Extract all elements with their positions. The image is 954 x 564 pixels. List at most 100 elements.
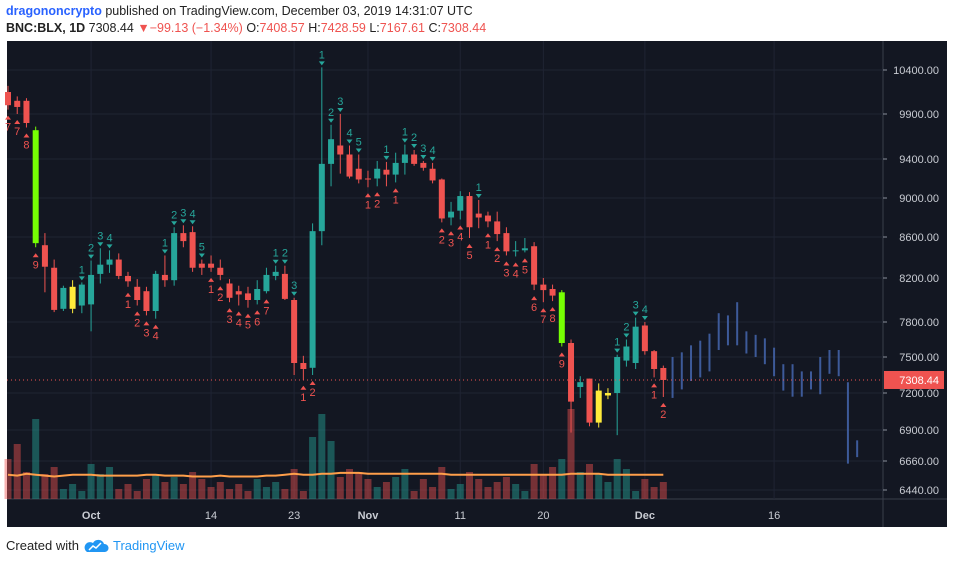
volume-bar [549,467,557,499]
td-count-label: 2 [374,198,380,210]
y-tick-label: 8200.00 [899,273,939,285]
author-link[interactable]: dragononcrypto [6,4,102,18]
volume-bar [235,484,243,499]
volume-bar [475,479,483,499]
td-count-label: 4 [513,268,519,280]
candle-body [5,92,11,106]
td-count-label: 3 [633,300,639,312]
volume-bar [336,477,344,499]
candle-body [586,378,593,423]
volume-bar [32,419,40,499]
volume-bar [22,472,30,499]
td-count-label: 1 [365,199,371,211]
td-count-label: 2 [171,209,177,221]
candle-body [208,263,215,268]
candle-body [152,273,159,311]
td-marker [300,385,307,390]
volume-bar [281,489,289,499]
time-axis-background [7,499,883,527]
td-marker [32,253,39,258]
td-marker [226,308,233,313]
candle-body [41,245,48,267]
candle-body [281,273,288,299]
candle-body [171,233,178,281]
volume-bar [558,459,566,499]
td-marker [494,247,501,252]
candle-body [134,286,141,300]
candle-body [429,168,436,181]
candle-body [88,274,95,305]
x-tick-label: Dec [635,510,655,522]
candle-body [623,346,630,361]
ohlc-line: BNC:BLX, 1D 7308.44 ▼−99.13 (−1.34%) O:7… [6,21,486,35]
y-tick-label: 7200.00 [899,388,939,400]
volume-bar [96,474,104,499]
volume-bar [346,469,354,499]
volume-bar [456,484,464,499]
volume-bar [521,491,529,499]
candle-body [420,162,427,168]
candle-body [97,264,104,274]
td-count-label: 4 [457,231,463,243]
volume-bar [604,482,612,499]
td-count-label: 1 [393,194,399,206]
td-marker [346,139,353,144]
open-label: O: [246,21,260,35]
td-marker [521,258,528,263]
volume-bar [512,484,520,499]
volume-bar [585,464,593,499]
candle-body [14,100,21,107]
td-marker [124,292,131,297]
volume-bar [373,487,381,499]
close-value: 7308.44 [440,21,487,35]
candle-body [189,232,196,268]
volume-bar [244,491,252,499]
td-marker [143,321,150,326]
td-marker [549,307,556,312]
td-count-label: 3 [97,230,103,242]
y-tick-label: 8600.00 [899,232,939,244]
td-count-label: 1 [300,392,306,404]
volume-bar [622,469,630,499]
axis-corner [883,499,947,527]
td-marker [466,244,473,249]
candle-body [392,162,399,175]
low-value: 7167.61 [379,21,425,35]
footer: Created with TradingView [6,538,185,553]
candle-body [604,393,611,396]
volume-bar [447,489,455,499]
created-with-label: Created with [6,538,79,553]
volume-bar [318,414,326,499]
tradingview-brand[interactable]: TradingView [112,538,185,553]
volume-bar [613,459,621,499]
y-tick-label: 10400.00 [893,65,939,77]
candle-body [383,169,390,175]
td-count-label: 1 [614,337,620,349]
td-count-label: 7 [14,126,20,138]
published-text: published on TradingView.com, December 0… [105,4,473,18]
volume-bar [133,491,141,499]
candle-body [401,154,408,163]
td-count-label: 7 [263,305,269,317]
volume-bar [429,487,437,499]
td-marker [235,311,242,316]
td-count-label: 2 [328,107,334,119]
candle-body [448,211,455,218]
td-count-label: 2 [310,387,316,399]
td-marker [291,291,298,296]
volume-bar [59,489,67,499]
candle-body [660,367,667,380]
td-count-label: 4 [642,304,648,316]
candle-body [51,267,58,310]
volume-bar [179,484,187,499]
td-count-label: 7 [5,122,11,134]
y-tick-label: 9400.00 [899,154,939,166]
td-marker [531,296,538,301]
candle-body [115,259,122,276]
candle-body [346,154,353,177]
y-tick-label: 6900.00 [899,425,939,437]
td-marker [374,192,381,197]
volume-bar [576,472,584,499]
td-marker [14,120,21,124]
